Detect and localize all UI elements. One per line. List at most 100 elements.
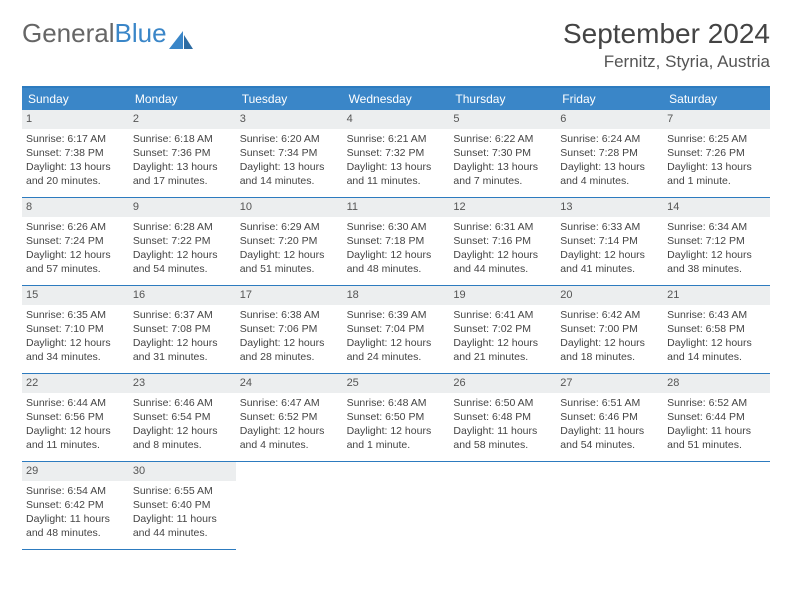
day-cell: 9Sunrise: 6:28 AMSunset: 7:22 PMDaylight… (129, 198, 236, 286)
day-cell: 8Sunrise: 6:26 AMSunset: 7:24 PMDaylight… (22, 198, 129, 286)
day-number: 30 (129, 462, 236, 481)
daylight-text: Daylight: 12 hours and 41 minutes. (560, 248, 659, 276)
day-number: 11 (343, 198, 450, 217)
daylight-text: Daylight: 12 hours and 21 minutes. (453, 336, 552, 364)
day-number: 19 (449, 286, 556, 305)
sunset-text: Sunset: 7:04 PM (347, 322, 446, 336)
sunrise-text: Sunrise: 6:37 AM (133, 308, 232, 322)
day-cell: 12 Sunrise: 6:31 AMSunset: 7:16 PMDayligh… (449, 198, 556, 286)
day-cell: 2Sunrise: 6:18 AMSunset: 7:36 PMDaylight… (129, 110, 236, 198)
day-cell: 22Sunrise: 6:44 AMSunset: 6:56 PMDayligh… (22, 374, 129, 462)
empty-cell (236, 462, 343, 550)
sunset-text: Sunset: 7:02 PM (453, 322, 552, 336)
sunset-text: Sunset: 6:58 PM (667, 322, 766, 336)
day-number: 6 (556, 110, 663, 129)
day-cell: 15Sunrise: 6:35 AMSunset: 7:10 PMDayligh… (22, 286, 129, 374)
sunset-text: Sunset: 6:46 PM (560, 410, 659, 424)
sunrise-text: Sunrise: 6:33 AM (560, 220, 659, 234)
day-cell: 24Sunrise: 6:47 AMSunset: 6:52 PMDayligh… (236, 374, 343, 462)
weekday-header: Saturday (663, 88, 770, 110)
sunrise-text: Sunrise: 6:20 AM (240, 132, 339, 146)
day-number: 23 (129, 374, 236, 393)
day-number: 18 (343, 286, 450, 305)
daylight-text: Daylight: 13 hours and 11 minutes. (347, 160, 446, 188)
header: GeneralBlue September 2024 Fernitz, Styr… (22, 18, 770, 72)
daylight-text: Daylight: 11 hours and 54 minutes. (560, 424, 659, 452)
sunrise-text: Sunrise: 6:54 AM (26, 484, 125, 498)
sunrise-text: Sunrise: 6:51 AM (560, 396, 659, 410)
day-cell: 4Sunrise: 6:21 AMSunset: 7:32 PMDaylight… (343, 110, 450, 198)
daylight-text: Daylight: 12 hours and 18 minutes. (560, 336, 659, 364)
sunrise-text: Sunrise: 6:28 AM (133, 220, 232, 234)
day-cell: 1Sunrise: 6:17 AMSunset: 7:38 PMDaylight… (22, 110, 129, 198)
day-number: 5 (449, 110, 556, 129)
sunrise-text: Sunrise: 6:50 AM (453, 396, 552, 410)
sunrise-text: Sunrise: 6:43 AM (667, 308, 766, 322)
day-cell: 13Sunrise: 6:33 AMSunset: 7:14 PMDayligh… (556, 198, 663, 286)
daylight-text: Daylight: 12 hours and 57 minutes. (26, 248, 125, 276)
weekday-header: Monday (129, 88, 236, 110)
day-number: 26 (449, 374, 556, 393)
daylight-text: Daylight: 12 hours and 4 minutes. (240, 424, 339, 452)
daylight-text: Daylight: 12 hours and 8 minutes. (133, 424, 232, 452)
calendar-grid: SundayMondayTuesdayWednesdayThursdayFrid… (22, 86, 770, 550)
sunset-text: Sunset: 6:56 PM (26, 410, 125, 424)
day-number: 28 (663, 374, 770, 393)
sunrise-text: Sunrise: 6:48 AM (347, 396, 446, 410)
sunrise-text: Sunrise: 6:22 AM (453, 132, 552, 146)
weekday-header: Friday (556, 88, 663, 110)
sunset-text: Sunset: 7:20 PM (240, 234, 339, 248)
sunrise-text: Sunrise: 6:25 AM (667, 132, 766, 146)
day-number: 15 (22, 286, 129, 305)
day-cell: 17Sunrise: 6:38 AMSunset: 7:06 PMDayligh… (236, 286, 343, 374)
weekday-header: Sunday (22, 88, 129, 110)
day-cell: 10Sunrise: 6:29 AMSunset: 7:20 PMDayligh… (236, 198, 343, 286)
sunrise-text: Sunrise: 6:42 AM (560, 308, 659, 322)
day-cell: 26Sunrise: 6:50 AMSunset: 6:48 PMDayligh… (449, 374, 556, 462)
day-number: 27 (556, 374, 663, 393)
daylight-text: Daylight: 12 hours and 54 minutes. (133, 248, 232, 276)
month-title: September 2024 (563, 18, 770, 50)
empty-cell (556, 462, 663, 550)
day-cell: 7Sunrise: 6:25 AMSunset: 7:26 PMDaylight… (663, 110, 770, 198)
day-number: 29 (22, 462, 129, 481)
empty-cell (449, 462, 556, 550)
day-number: 7 (663, 110, 770, 129)
day-cell: 29Sunrise: 6:54 AMSunset: 6:42 PMDayligh… (22, 462, 129, 550)
daylight-text: Daylight: 12 hours and 11 minutes. (26, 424, 125, 452)
sunrise-text: Sunrise: 6:24 AM (560, 132, 659, 146)
day-cell: 28 Sunrise: 6:52 AMSunset: 6:44 PMDayligh… (663, 374, 770, 462)
day-number: 21 (663, 286, 770, 305)
sunset-text: Sunset: 7:14 PM (560, 234, 659, 248)
day-cell: 14Sunrise: 6:34 AMSunset: 7:12 PMDayligh… (663, 198, 770, 286)
day-cell: 23Sunrise: 6:46 AMSunset: 6:54 PMDayligh… (129, 374, 236, 462)
sunrise-text: Sunrise: 6:52 AM (667, 396, 766, 410)
day-cell: 27 Sunrise: 6:51 AMSunset: 6:46 PMDayligh… (556, 374, 663, 462)
daylight-text: Daylight: 11 hours and 51 minutes. (667, 424, 766, 452)
daylight-text: Daylight: 11 hours and 58 minutes. (453, 424, 552, 452)
sunrise-text: Sunrise: 6:30 AM (347, 220, 446, 234)
day-cell: 6Sunrise: 6:24 AMSunset: 7:28 PMDaylight… (556, 110, 663, 198)
day-number: 3 (236, 110, 343, 129)
location: Fernitz, Styria, Austria (563, 52, 770, 72)
sunrise-text: Sunrise: 6:31 AM (453, 220, 552, 234)
daylight-text: Daylight: 12 hours and 44 minutes. (453, 248, 552, 276)
sunrise-text: Sunrise: 6:35 AM (26, 308, 125, 322)
daylight-text: Daylight: 12 hours and 48 minutes. (347, 248, 446, 276)
sunrise-text: Sunrise: 6:46 AM (133, 396, 232, 410)
empty-cell (663, 462, 770, 550)
day-number: 17 (236, 286, 343, 305)
sunset-text: Sunset: 6:52 PM (240, 410, 339, 424)
day-number: 22 (22, 374, 129, 393)
daylight-text: Daylight: 12 hours and 51 minutes. (240, 248, 339, 276)
sunset-text: Sunset: 6:44 PM (667, 410, 766, 424)
day-cell: 30Sunrise: 6:55 AMSunset: 6:40 PMDayligh… (129, 462, 236, 550)
day-number: 12 (449, 198, 556, 217)
sunrise-text: Sunrise: 6:34 AM (667, 220, 766, 234)
day-number: 20 (556, 286, 663, 305)
logo-text-2: Blue (115, 18, 167, 49)
title-block: September 2024 Fernitz, Styria, Austria (563, 18, 770, 72)
daylight-text: Daylight: 11 hours and 44 minutes. (133, 512, 232, 540)
sunset-text: Sunset: 7:16 PM (453, 234, 552, 248)
weekday-header: Thursday (449, 88, 556, 110)
